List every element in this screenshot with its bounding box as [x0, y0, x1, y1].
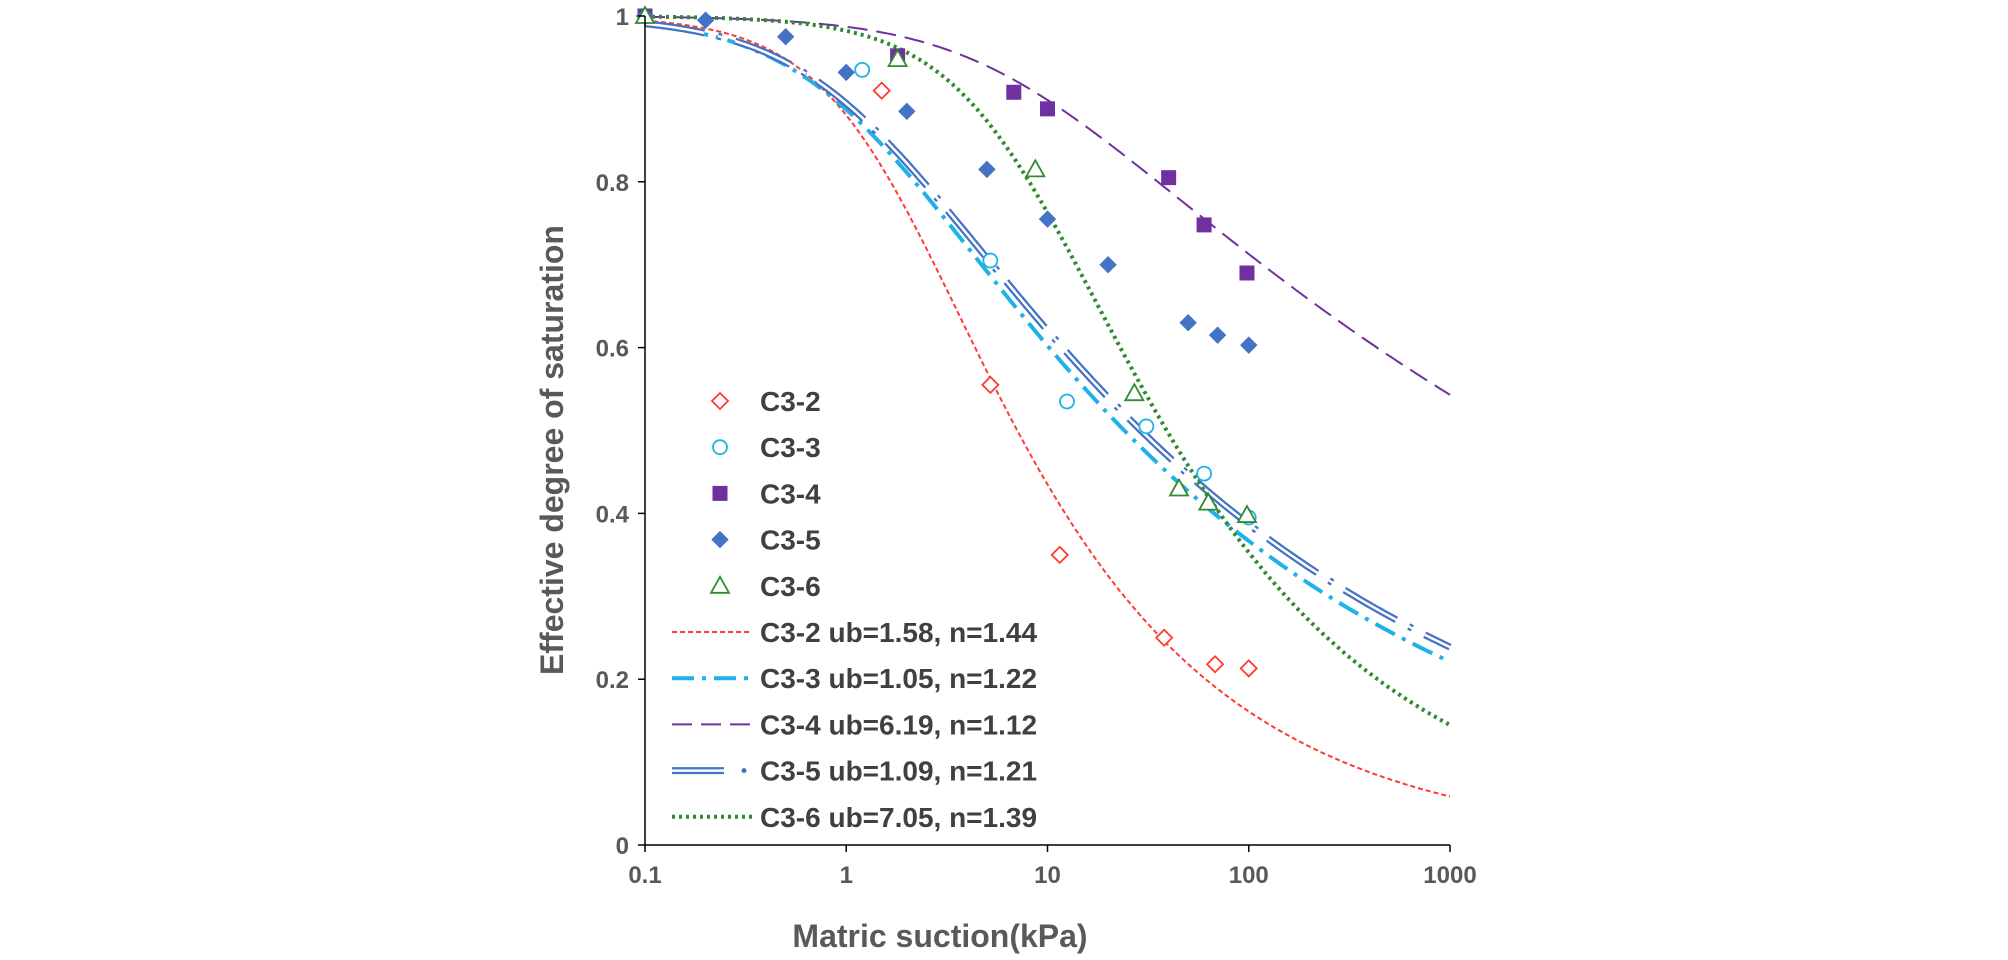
data-point — [1006, 84, 1022, 100]
data-point — [1138, 418, 1155, 435]
series-c3-2 — [635, 6, 1259, 678]
data-point — [776, 28, 795, 46]
fit-curve-c3-6 — [644, 14, 1451, 727]
data-point — [1123, 382, 1145, 402]
data-point — [696, 11, 715, 29]
data-point — [1236, 504, 1258, 523]
series-c3-5 — [636, 7, 1258, 354]
data-point — [981, 375, 1000, 395]
data-point — [898, 102, 916, 121]
legend-marker — [710, 391, 730, 411]
y-tick-label: 0.2 — [596, 667, 629, 694]
x-tick-label: 1 — [840, 862, 853, 889]
plot-area: 0.1 1 10 100 1000 0 0.2 0.4 0.6 0.8 1 — [596, 4, 1477, 889]
fit-curves — [644, 14, 1452, 798]
data-point — [1239, 659, 1259, 678]
legend-item-c3-4: C3-4 — [712, 478, 821, 509]
x-tick-label: 10 — [1034, 862, 1061, 889]
legend: C3-2 C3-3 C3-4 C3-5 C3-6 C3-2 ub=1.58, n=1.44… — [672, 386, 1037, 833]
data-point — [1168, 477, 1190, 497]
data-points — [634, 5, 1259, 678]
data-point — [1161, 170, 1177, 186]
legend-item-c3-2-fit: C3-2 ub=1.58, n=1.44 — [672, 617, 1037, 648]
legend-label: C3-4 — [760, 478, 821, 509]
y-tick-label: 0 — [616, 833, 629, 860]
y-tick-label: 0.6 — [596, 336, 629, 363]
legend-label: C3-2 — [760, 386, 821, 417]
data-point — [1239, 265, 1255, 281]
legend-label: C3-4 ub=6.19, n=1.12 — [760, 709, 1037, 740]
legend-item-c3-2: C3-2 — [710, 386, 821, 417]
legend-item-c3-3: C3-3 — [712, 432, 821, 463]
legend-item-c3-4-fit: C3-4 ub=6.19, n=1.12 — [672, 709, 1037, 740]
data-point — [837, 63, 855, 82]
x-tick-label: 0.1 — [628, 862, 661, 889]
axes — [638, 15, 1451, 852]
data-point — [1050, 545, 1069, 565]
x-axis-title: Matric suction(kPa) — [792, 918, 1087, 954]
y-axis-title: Effective degree of saturation — [534, 225, 570, 675]
legend-marker — [711, 530, 729, 549]
data-point — [1038, 210, 1057, 228]
legend-label: C3-3 ub=1.05, n=1.22 — [760, 663, 1037, 694]
data-point — [1179, 314, 1197, 332]
legend-label: C3-5 ub=1.09, n=1.21 — [760, 756, 1037, 787]
legend-marker — [712, 439, 728, 456]
legend-line-dot — [741, 768, 747, 774]
data-point — [887, 48, 909, 68]
y-tick-label: 0.4 — [596, 501, 630, 528]
data-point — [1240, 336, 1258, 354]
legend-marker — [712, 485, 728, 501]
fit-curve-c3-3 — [644, 22, 1451, 664]
data-point — [978, 160, 996, 179]
legend-item-c3-6: C3-6 — [709, 571, 821, 602]
legend-label: C3-6 — [760, 571, 821, 602]
data-point — [1196, 217, 1212, 233]
fit-curve-c3-4 — [645, 15, 1451, 396]
x-tick-label: 100 — [1229, 862, 1269, 889]
series-c3-6 — [634, 5, 1258, 523]
y-tick-labels: 0 0.2 0.4 0.6 0.8 1 — [596, 4, 630, 860]
legend-label: C3-2 ub=1.58, n=1.44 — [760, 617, 1037, 648]
x-tick-labels: 0.1 1 10 100 1000 — [628, 862, 1476, 889]
data-point — [1208, 326, 1227, 344]
data-point — [854, 61, 871, 78]
fit-curve-c3-5-inner — [644, 22, 1451, 649]
data-point — [1040, 101, 1055, 117]
data-point — [1205, 655, 1225, 674]
fit-curve-c3-5 — [644, 20, 1452, 651]
legend-item-c3-3-fit: C3-3 ub=1.05, n=1.22 — [672, 663, 1037, 694]
legend-item-c3-5-fit: C3-5 ub=1.09, n=1.21 — [672, 756, 1037, 787]
legend-item-c3-5: C3-5 — [711, 525, 821, 556]
y-tick-label: 1 — [616, 4, 629, 31]
data-point — [1099, 255, 1117, 274]
data-point — [872, 81, 891, 100]
legend-label: C3-5 — [760, 525, 821, 556]
legend-label: C3-6 ub=7.05, n=1.39 — [760, 802, 1037, 833]
x-tick-label: 1000 — [1423, 862, 1476, 889]
data-point — [1196, 465, 1213, 482]
data-point — [1197, 491, 1219, 511]
data-point — [1059, 393, 1075, 410]
legend-item-c3-6-fit: C3-6 ub=7.05, n=1.39 — [672, 802, 1037, 833]
data-point — [1024, 158, 1046, 178]
legend-label: C3-3 — [760, 432, 821, 463]
y-tick-label: 0.8 — [596, 170, 629, 197]
data-point — [982, 252, 999, 269]
legend-marker — [709, 574, 731, 594]
data-point — [1154, 628, 1174, 648]
